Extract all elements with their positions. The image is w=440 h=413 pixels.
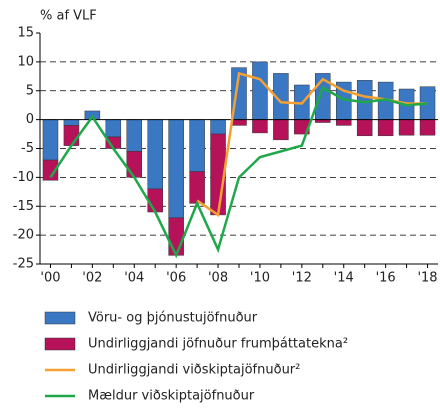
x-tick-label: '06	[166, 271, 186, 286]
y-axis-label: % af VLF	[40, 9, 97, 24]
y-tick-label: -15	[13, 199, 34, 214]
y-tick-label: -20	[13, 228, 34, 243]
bar	[231, 119, 247, 126]
legend-label: Mældur viðskiptajöfnuður	[88, 389, 255, 404]
bar	[105, 119, 122, 138]
y-tick-label: -5	[21, 141, 34, 156]
x-tick-label: '18	[417, 271, 437, 286]
bar	[210, 119, 226, 135]
x-tick-label: '04	[124, 271, 144, 286]
bar	[126, 119, 143, 152]
bar	[335, 119, 352, 126]
x-tick-label: '16	[376, 271, 396, 286]
bar	[356, 80, 373, 120]
x-tick-label: '10	[250, 271, 270, 286]
bar	[147, 188, 163, 213]
x-tick-label: '02	[82, 271, 102, 286]
x-tick-label: '12	[292, 271, 312, 286]
x-tick-label: '00	[40, 271, 60, 286]
y-tick-label: 0	[26, 112, 34, 127]
legend-label: Undirliggjandi viðskiptajöfnuður²	[88, 363, 300, 378]
bar	[252, 119, 268, 134]
bar	[273, 119, 289, 141]
bar	[168, 217, 184, 256]
y-tick-label: 5	[26, 83, 34, 98]
y-tick-label: -10	[13, 170, 34, 185]
bar	[63, 125, 80, 146]
bar	[126, 151, 143, 178]
bar	[419, 119, 436, 136]
bar	[377, 119, 394, 137]
y-tick-label: -25	[13, 257, 34, 272]
bar	[147, 119, 163, 190]
line	[49, 86, 428, 259]
bar	[398, 119, 415, 136]
bar	[42, 159, 59, 181]
bar	[189, 171, 205, 204]
bar	[189, 119, 205, 172]
bar	[252, 61, 268, 120]
x-tick-label: '14	[334, 271, 354, 286]
y-tick-label: 10	[17, 54, 34, 69]
bar	[63, 119, 80, 126]
bar	[42, 119, 59, 161]
legend-label: Vöru- og þjónustujöfnuður	[88, 311, 258, 326]
x-tick-label: '08	[208, 271, 228, 286]
bar	[356, 119, 373, 137]
legend-swatch	[44, 311, 76, 325]
legend-swatch	[44, 337, 76, 351]
bar	[168, 119, 184, 219]
y-tick-label: 15	[17, 26, 34, 41]
legend-label: Undirliggjandi jöfnuður frumþáttatekna²	[88, 337, 348, 352]
